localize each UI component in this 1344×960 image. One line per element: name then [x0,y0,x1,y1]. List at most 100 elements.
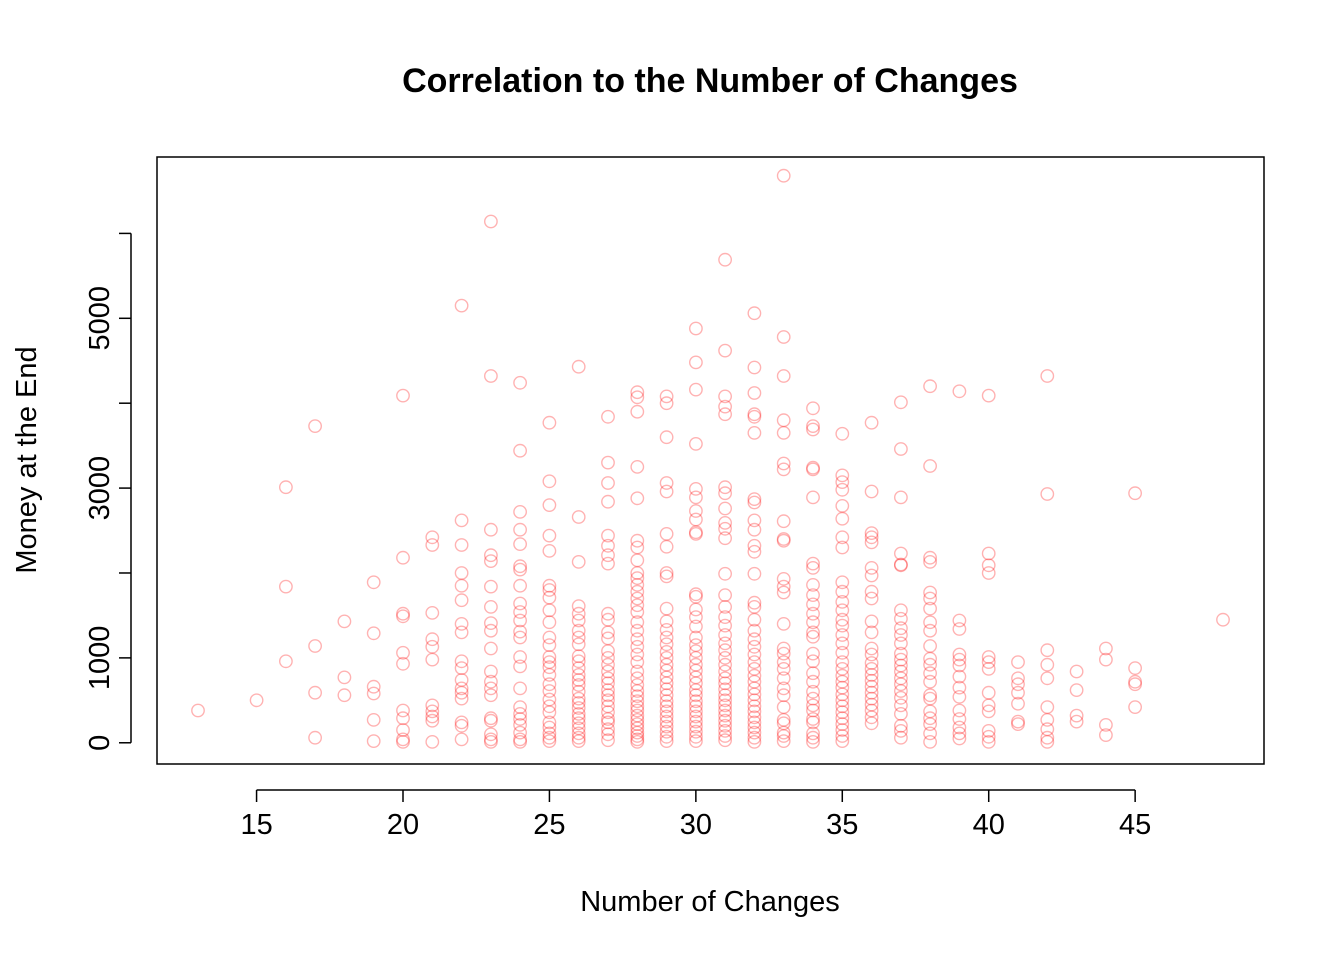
data-point [776,655,791,669]
data-point [571,668,586,682]
data-point [747,704,762,719]
data-point [835,612,850,627]
data-point [747,715,762,730]
data-point [747,595,762,610]
data-point [864,415,879,430]
data-point [425,698,440,713]
data-point [454,654,469,669]
data-point [483,369,498,383]
data-point [571,684,586,699]
data-point [513,613,527,628]
data-point [542,668,557,682]
data-point [894,646,908,661]
data-point [630,647,645,662]
data-point [571,691,586,706]
data-point [366,575,381,590]
data-point [308,730,322,745]
data-point [483,674,498,689]
data-point [425,606,440,620]
data-point [835,498,850,513]
data-point [835,468,850,483]
y-axis: 0 1000 3000 5000 [84,232,132,751]
data-point [835,662,850,676]
data-point [747,538,762,553]
y-axis-label: Money at the End [11,346,43,573]
data-point [894,490,908,505]
data-point [806,703,820,718]
x-tick-label: 40 [973,809,1005,841]
data-point [747,513,762,528]
data-point [1099,641,1113,656]
data-point [835,729,850,743]
data-point [425,652,440,667]
data-point [454,513,469,528]
data-point [542,726,557,741]
data-point [630,533,645,548]
data-point [864,668,879,682]
data-point [835,668,850,683]
data-point [923,704,937,719]
data-point [542,734,557,748]
data-point [659,651,674,665]
data-point [981,566,996,580]
data-point [542,578,557,593]
data-point [806,462,820,477]
data-point [718,618,732,633]
data-point [776,369,791,383]
data-point [601,556,615,571]
data-point [513,504,527,519]
data-point [542,699,557,714]
data-point [396,735,410,749]
data-point [806,715,820,730]
data-point [718,516,732,530]
data-point [718,343,732,358]
data-point [542,715,557,730]
data-point [1040,671,1055,686]
data-point [571,637,586,652]
data-point [601,722,615,737]
data-point [894,611,908,626]
data-point [689,724,703,739]
data-point [659,714,674,729]
data-point [542,544,557,558]
data-point [894,652,908,667]
data-point [513,559,527,574]
data-point [1011,696,1025,711]
data-point [776,585,791,600]
data-point [952,622,967,636]
data-point [542,684,557,698]
data-point [864,685,879,700]
data-point [1069,708,1084,723]
data-point [542,655,557,669]
data-point [1040,730,1055,745]
data-point [659,484,674,499]
data-point [894,442,908,456]
data-point [337,688,352,703]
data-point [425,530,440,545]
data-point [864,662,879,676]
data-point [278,579,293,594]
data-point [454,715,469,730]
data-point [425,713,440,728]
data-point [864,703,879,718]
data-point [542,692,557,707]
data-point [630,664,645,679]
data-point [718,708,732,723]
data-point [718,713,732,728]
data-point [689,719,703,734]
data-point [1099,718,1113,732]
data-point [835,426,850,441]
data-point [513,659,527,674]
data-point [776,456,791,471]
data-point [513,712,527,726]
data-point [571,711,586,726]
data-point [806,588,820,602]
data-point [776,729,791,743]
data-point [630,385,645,400]
data-point [806,629,820,644]
data-point [864,530,879,545]
data-point [747,544,762,559]
data-point [835,705,850,720]
data-point [864,561,879,575]
data-point [835,734,850,748]
